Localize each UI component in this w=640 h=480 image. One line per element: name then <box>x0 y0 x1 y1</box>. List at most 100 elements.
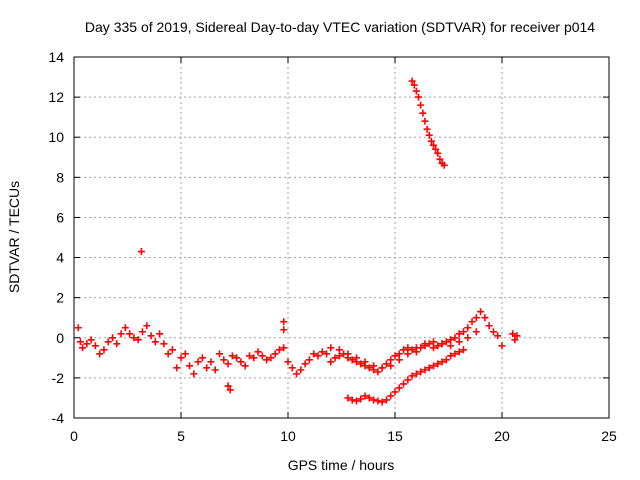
data-point <box>395 350 403 358</box>
data-point <box>126 330 134 338</box>
data-point <box>318 348 326 356</box>
data-point <box>224 382 232 390</box>
data-point <box>436 155 444 163</box>
data-point <box>387 356 395 364</box>
data-point <box>137 248 145 256</box>
data-point <box>220 356 228 364</box>
data-point <box>344 394 352 402</box>
data-point <box>284 358 292 366</box>
data-point <box>194 358 202 366</box>
data-point <box>421 340 429 348</box>
data-point <box>237 358 245 366</box>
axis-ticks: 0 5 10 15 20 25 -4 -2 0 2 4 6 8 10 12 14 <box>48 49 617 444</box>
data-point <box>432 145 440 153</box>
data-point <box>271 350 279 358</box>
data-point <box>344 350 352 358</box>
data-point <box>412 344 420 352</box>
x-axis-label: GPS time / hours <box>288 457 395 473</box>
data-point <box>198 354 206 362</box>
data-point <box>485 322 493 330</box>
y-tick-label: 10 <box>48 129 64 145</box>
data-point <box>91 342 99 350</box>
data-point <box>74 324 82 332</box>
data-point <box>327 358 335 366</box>
x-tick-label: 25 <box>601 428 617 444</box>
data-point <box>459 346 467 354</box>
data-point <box>254 348 262 356</box>
data-point <box>374 397 382 405</box>
data-point <box>451 350 459 358</box>
y-tick-label: 8 <box>56 169 64 185</box>
data-point <box>464 324 472 332</box>
y-tick-label: -4 <box>52 410 65 426</box>
data-point <box>164 350 172 358</box>
data-point <box>408 346 416 354</box>
y-tick-label: 14 <box>48 49 64 65</box>
data-point <box>404 350 412 358</box>
data-point <box>408 372 416 380</box>
data-point <box>305 356 313 364</box>
data-point <box>395 384 403 392</box>
data-point <box>280 344 288 352</box>
data-point <box>472 328 480 336</box>
data-point <box>455 348 463 356</box>
data-point <box>117 330 125 338</box>
data-point <box>378 398 386 406</box>
x-tick-label: 10 <box>280 428 296 444</box>
data-point <box>408 77 416 85</box>
data-point <box>233 354 241 362</box>
data-point <box>370 362 378 370</box>
data-point <box>464 334 472 342</box>
y-tick-label: 4 <box>56 250 64 266</box>
data-point <box>378 364 386 372</box>
data-point <box>447 352 455 360</box>
data-point <box>96 350 104 358</box>
data-point <box>224 360 232 368</box>
data-point <box>472 314 480 322</box>
data-point <box>427 137 435 145</box>
x-tick-label: 0 <box>70 428 78 444</box>
data-point <box>513 332 521 340</box>
data-point <box>258 352 266 360</box>
data-point <box>477 308 485 316</box>
data-point <box>430 338 438 346</box>
data-point <box>421 366 429 374</box>
data-point <box>76 338 84 346</box>
data-point <box>430 362 438 370</box>
data-point <box>113 340 121 348</box>
data-point <box>438 358 446 366</box>
data-point <box>455 330 463 338</box>
data-point <box>138 328 146 336</box>
data-point <box>410 81 418 89</box>
data-point <box>382 360 390 368</box>
data-point <box>348 396 356 404</box>
data-point <box>173 364 181 372</box>
data-point <box>434 149 442 157</box>
data-point <box>412 370 420 378</box>
data-point <box>447 336 455 344</box>
data-point <box>228 352 236 360</box>
data-point <box>442 338 450 346</box>
data-point <box>87 336 95 344</box>
data-point <box>335 346 343 354</box>
data-point <box>438 340 446 348</box>
data-point <box>134 336 142 344</box>
data-point <box>104 338 112 346</box>
data-point <box>156 330 164 338</box>
x-tick-label: 20 <box>494 428 510 444</box>
data-point <box>430 344 438 352</box>
data-point <box>417 368 425 376</box>
y-tick-label: 0 <box>56 330 64 346</box>
data-point <box>275 346 283 354</box>
data-point <box>181 350 189 358</box>
data-point <box>387 362 395 370</box>
data-point <box>147 332 155 340</box>
data-point <box>370 396 378 404</box>
data-point <box>423 125 431 133</box>
data-point <box>421 117 429 125</box>
data-point <box>190 370 198 378</box>
data-point <box>83 340 91 348</box>
data-point <box>280 326 288 334</box>
data-point <box>160 340 168 348</box>
